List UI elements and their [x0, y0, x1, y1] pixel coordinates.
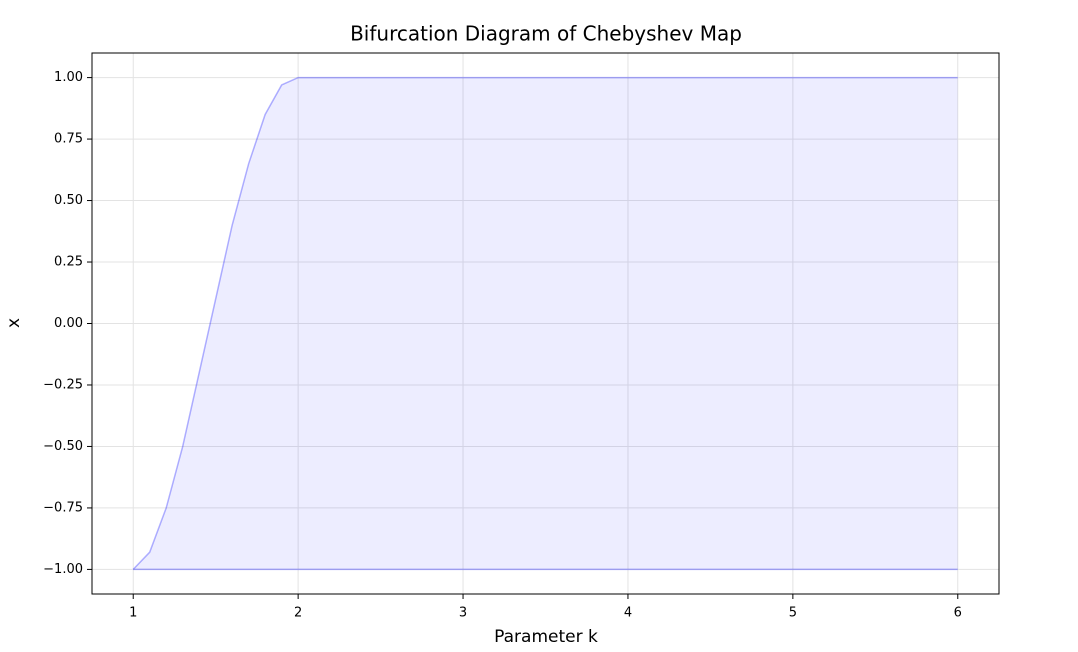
x-tick-label: 6 [954, 606, 962, 621]
y-tick-label: 0.00 [54, 316, 83, 331]
x-tick-label: 1 [129, 606, 137, 621]
x-tick-label: 4 [624, 606, 632, 621]
y-axis-label: x [4, 318, 24, 328]
y-tick-label: −0.25 [43, 377, 83, 392]
y-tick-label: 0.75 [54, 132, 83, 147]
x-axis-label: Parameter k [494, 627, 598, 647]
x-tick-label: 2 [294, 606, 302, 621]
y-tick-label: 0.25 [54, 255, 83, 270]
y-tick-label: −0.50 [43, 439, 83, 454]
chart-title: Bifurcation Diagram of Chebyshev Map [350, 22, 742, 46]
envelope-line [132, 76, 958, 570]
y-tick-label: 0.50 [54, 193, 83, 208]
y-tick-label: −0.75 [43, 500, 83, 515]
plot-frame [91, 52, 1000, 595]
y-tick-label: 1.00 [54, 70, 83, 85]
x-tick-label: 3 [459, 606, 467, 621]
y-tick-label: −1.00 [43, 562, 83, 577]
area-band [133, 77, 958, 570]
x-tick-label: 5 [789, 606, 797, 621]
